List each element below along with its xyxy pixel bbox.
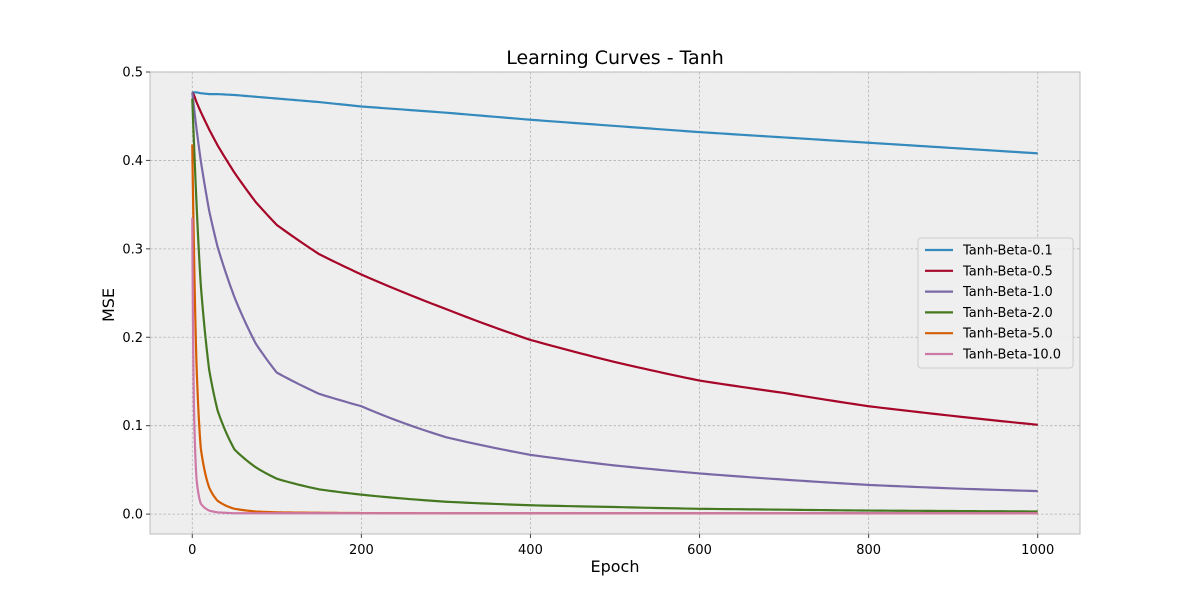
legend-label-3: Tanh-Beta-2.0 [962, 306, 1053, 321]
y-tick-label: 0.5 [122, 66, 143, 81]
y-tick-label: 0.3 [122, 242, 143, 257]
y-axis-label: MSE [99, 288, 118, 322]
legend-box [917, 237, 1074, 369]
x-axis-label: Epoch [591, 557, 640, 576]
legend-label-2: Tanh-Beta-1.0 [962, 285, 1053, 300]
series-line-3 [191, 98, 1038, 513]
legend-label-1: Tanh-Beta-0.5 [962, 264, 1053, 279]
y-tick-label: 0.2 [122, 331, 143, 346]
series-line-0 [191, 91, 1038, 155]
series-lines [191, 91, 1038, 515]
legend-label-0: Tanh-Beta-0.1 [962, 244, 1053, 259]
x-tick-label: 400 [518, 543, 543, 558]
chart-title: Learning Curves - Tanh [506, 47, 724, 69]
y-tick-label: 0.4 [122, 154, 143, 169]
x-tick-label: 0 [188, 543, 196, 558]
y-axis: 0.0 0.1 0.2 0.3 0.4 0.5 [122, 66, 150, 523]
x-axis: 0 200 400 600 800 1000 [188, 534, 1054, 558]
series-line-1 [191, 91, 1038, 426]
y-tick-label: 0.1 [122, 419, 143, 434]
series-line-5 [191, 217, 1038, 515]
x-tick-label: 200 [349, 543, 374, 558]
x-tick-label: 600 [687, 543, 712, 558]
legend-label-5: Tanh-Beta-10.0 [962, 348, 1061, 363]
legend-label-4: Tanh-Beta-5.0 [962, 327, 1053, 342]
x-tick-label: 800 [856, 543, 881, 558]
legend: Tanh-Beta-0.1 Tanh-Beta-0.5 Tanh-Beta-1.0 T… [917, 237, 1074, 369]
series-line-2 [191, 92, 1038, 493]
y-tick-label: 0.0 [122, 508, 143, 523]
x-tick-label: 1000 [1021, 543, 1054, 558]
